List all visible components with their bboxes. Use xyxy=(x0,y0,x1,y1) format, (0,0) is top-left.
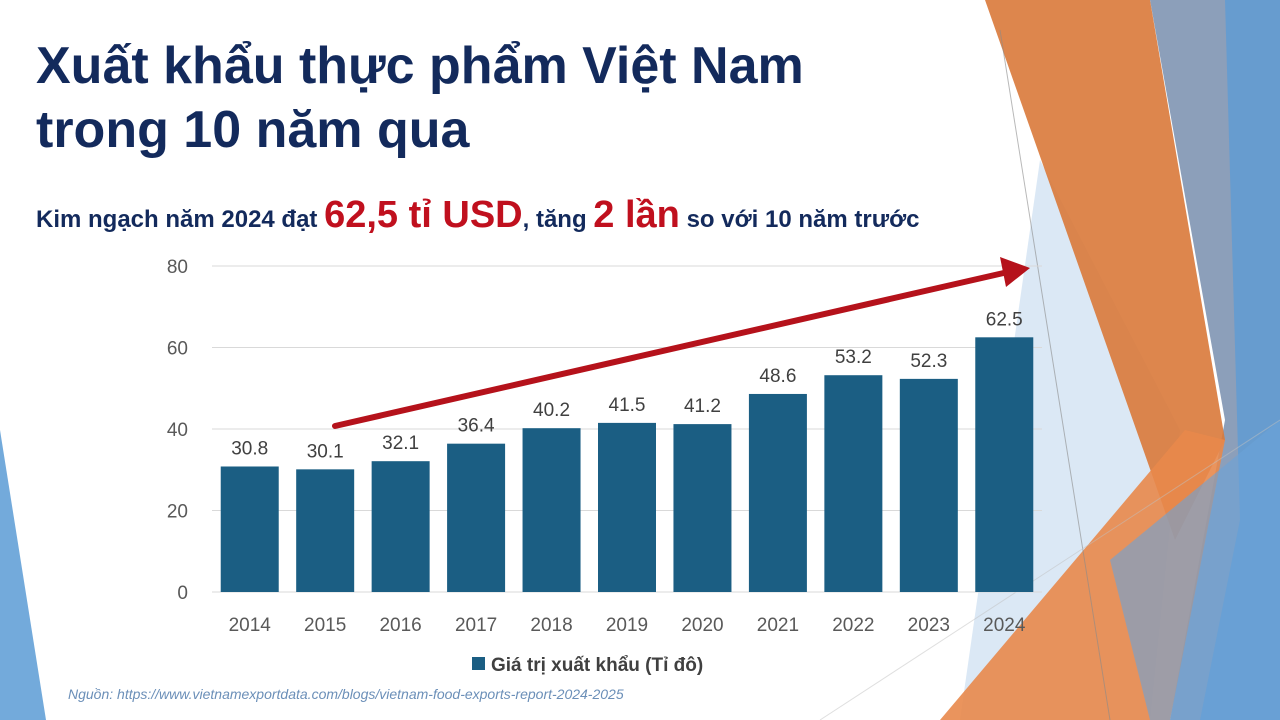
data-label-2022: 53.2 xyxy=(835,347,872,368)
data-label-2016: 32.1 xyxy=(382,433,419,454)
subtitle-part-1: Kim ngạch năm 2024 đạt xyxy=(36,206,325,233)
data-label-2019: 41.5 xyxy=(609,395,646,416)
subtitle-highlight-value: 62,5 tỉ USD xyxy=(324,194,523,236)
x-tick-label-2015: 2015 xyxy=(304,615,346,636)
bar-2016 xyxy=(371,461,430,592)
chart-legend: Giá trị xuất khẩu (Tỉ đô) xyxy=(472,654,703,678)
y-tick-label: 20 xyxy=(167,502,188,523)
page-title: Xuất khẩu thực phẩm Việt Nam trong 10 nă… xyxy=(36,34,976,162)
bar-2022 xyxy=(824,375,883,592)
bar-2014 xyxy=(220,466,279,592)
subtitle: Kim ngạch năm 2024 đạt 62,5 tỉ USD, tăng… xyxy=(36,190,920,245)
x-tick-label-2017: 2017 xyxy=(455,615,497,636)
x-tick-label-2021: 2021 xyxy=(757,615,799,636)
x-tick-label-2019: 2019 xyxy=(606,615,648,636)
x-tick-label-2020: 2020 xyxy=(681,615,723,636)
y-tick-label: 40 xyxy=(167,420,188,441)
data-label-2024: 62.5 xyxy=(986,309,1023,330)
x-tick-label-2024: 2024 xyxy=(983,615,1026,636)
bar-2024 xyxy=(975,337,1034,592)
data-label-2020: 41.2 xyxy=(684,396,721,417)
title-line-2: trong 10 năm qua xyxy=(36,101,470,159)
data-label-2017: 36.4 xyxy=(458,416,495,437)
subtitle-highlight-growth: 2 lần xyxy=(593,194,680,236)
bar-2017 xyxy=(447,443,506,592)
subtitle-part-2: , tăng xyxy=(522,206,594,233)
x-tick-label-2022: 2022 xyxy=(832,615,874,636)
x-tick-label-2016: 2016 xyxy=(379,615,421,636)
x-tick-label-2018: 2018 xyxy=(530,615,572,636)
title-line-1: Xuất khẩu thực phẩm Việt Nam xyxy=(36,37,804,95)
bar-2020 xyxy=(673,424,732,592)
data-label-2015: 30.1 xyxy=(307,441,344,462)
source-note: Nguồn: https://www.vietnamexportdata.com… xyxy=(68,686,624,702)
bar-2019 xyxy=(598,422,656,592)
y-tick-label: 80 xyxy=(167,257,188,278)
legend-label: Giá trị xuất khẩu (Tỉ đô) xyxy=(491,655,704,676)
data-label-2021: 48.6 xyxy=(759,366,796,387)
bar-2015 xyxy=(296,469,355,592)
bar-2021 xyxy=(748,393,807,592)
x-tick-label-2014: 2014 xyxy=(229,615,272,636)
y-tick-label: 0 xyxy=(177,583,188,604)
data-label-2018: 40.2 xyxy=(533,400,570,421)
bar-2018 xyxy=(522,428,581,592)
x-tick-label-2023: 2023 xyxy=(908,615,950,636)
y-tick-label: 60 xyxy=(167,339,188,360)
legend-swatch xyxy=(472,657,485,671)
trend-arrow-shaft xyxy=(332,269,1011,429)
bar-2023 xyxy=(899,378,958,592)
data-label-2023: 52.3 xyxy=(910,351,947,372)
trend-arrow-head xyxy=(1000,257,1030,287)
data-label-2014: 30.8 xyxy=(231,438,268,459)
subtitle-part-3: so với 10 năm trước xyxy=(679,206,920,233)
